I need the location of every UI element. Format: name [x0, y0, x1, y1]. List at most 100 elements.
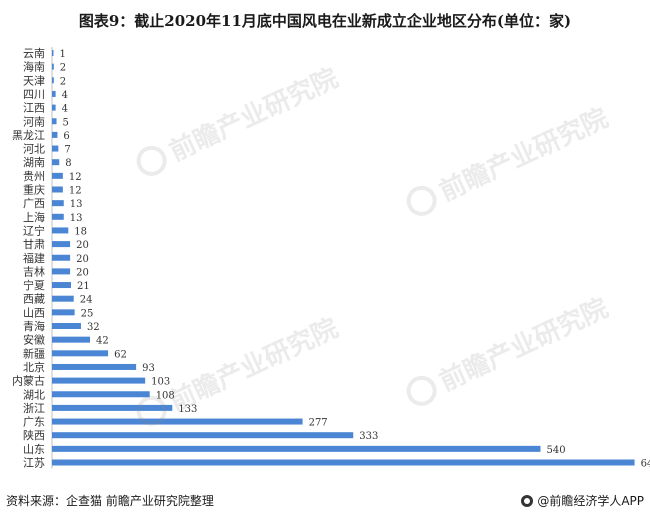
- bar-chart: 云南 1 海南 2 天津 2 四川 4 江西 4 河南 5 黑龙江 6 河北 7 湖南 8 贵州 12 重庆 12 广西 13…: [0, 46, 650, 476]
- bar: [52, 77, 54, 84]
- bar: [52, 131, 58, 138]
- footer: 资料来源：企查猫 前瞻产业研究院整理 @前瞻经济学人APP: [6, 490, 644, 512]
- data-label: 333: [359, 431, 378, 442]
- source-note: 资料来源：企查猫 前瞻产业研究院整理: [6, 494, 214, 508]
- category-tick-label: 内蒙古: [12, 374, 45, 388]
- data-label: 25: [81, 308, 94, 319]
- bar: [52, 254, 71, 261]
- bar: [52, 282, 71, 289]
- bar: [52, 336, 90, 343]
- category-tick-label: 广西: [23, 197, 45, 210]
- data-label: 277: [309, 418, 328, 429]
- category-tick-label: 浙江: [23, 402, 45, 415]
- data-label: 32: [87, 322, 100, 333]
- category-tick-label: 重庆: [23, 183, 45, 197]
- bar: [52, 445, 541, 452]
- category-tick-label: 宁夏: [23, 278, 45, 292]
- data-label: 20: [76, 240, 89, 251]
- data-label: 13: [70, 199, 83, 210]
- category-tick-label: 江西: [23, 102, 45, 115]
- category-tick-label: 黑龙江: [12, 129, 45, 142]
- data-label: 21: [77, 281, 90, 292]
- bar: [52, 309, 75, 316]
- data-label: 20: [76, 254, 89, 265]
- bar: [52, 391, 150, 398]
- data-label: 644: [641, 459, 650, 470]
- category-tick-label: 安徽: [23, 333, 45, 347]
- bar: [52, 90, 56, 97]
- category-tick-label: 新疆: [23, 346, 45, 360]
- data-label: 1: [60, 49, 66, 60]
- bar: [52, 50, 54, 56]
- bar: [52, 200, 64, 207]
- category-tick-label: 广东: [23, 416, 45, 429]
- data-label: 540: [546, 445, 565, 456]
- category-tick-label: 陕西: [23, 428, 45, 442]
- bar: [52, 418, 303, 425]
- data-label: 103: [151, 377, 170, 388]
- data-label: 12: [69, 172, 82, 183]
- bar-chart-svg: 云南 1 海南 2 天津 2 四川 4 江西 4 河南 5 黑龙江 6 河北 7 湖南 8 贵州 12 重庆 12 广西 13…: [12, 47, 650, 470]
- data-label: 20: [76, 267, 89, 278]
- category-tick-label: 河北: [23, 143, 45, 156]
- bar: [52, 295, 74, 302]
- bar: [52, 104, 56, 111]
- bar: [52, 459, 635, 466]
- bar: [52, 172, 63, 179]
- bar: [52, 159, 60, 166]
- data-label: 12: [69, 186, 82, 197]
- bar: [52, 268, 71, 275]
- category-tick-label: 贵州: [23, 170, 45, 183]
- bar: [52, 145, 59, 152]
- bar: [52, 350, 109, 357]
- category-tick-label: 四川: [23, 88, 45, 101]
- category-tick-label: 湖北: [23, 388, 45, 401]
- bar: [52, 213, 64, 220]
- data-label: 4: [62, 104, 68, 115]
- category-tick-label: 北京: [23, 360, 45, 374]
- data-label: 93: [142, 363, 155, 374]
- category-tick-label: 天津: [23, 74, 45, 87]
- data-label: 7: [64, 145, 70, 156]
- bar: [52, 323, 81, 329]
- data-label: 6: [63, 131, 69, 142]
- category-tick-label: 河南: [23, 115, 45, 128]
- category-tick-label: 山西: [23, 306, 45, 319]
- category-tick-label: 湖南: [23, 156, 45, 169]
- bar: [52, 432, 354, 439]
- data-label: 2: [60, 76, 66, 87]
- bar: [52, 363, 137, 370]
- category-tick-label: 辽宁: [23, 223, 45, 237]
- data-label: 133: [178, 404, 197, 415]
- category-tick-label: 吉林: [23, 264, 45, 278]
- bar: [52, 118, 57, 125]
- bar: [52, 241, 71, 248]
- category-tick-label: 上海: [23, 210, 45, 224]
- category-tick-label: 青海: [23, 319, 45, 333]
- bar: [52, 377, 146, 384]
- category-tick-label: 海南: [23, 60, 45, 74]
- category-tick-label: 云南: [23, 47, 45, 60]
- data-label: 62: [114, 349, 127, 360]
- category-tick-label: 西藏: [23, 293, 45, 306]
- data-label: 8: [65, 158, 71, 169]
- data-label: 18: [74, 226, 87, 237]
- data-label: 108: [156, 390, 175, 401]
- data-label: 2: [60, 63, 66, 74]
- chart-title: 图表9：截止2020年11月底中国风电在业新成立企业地区分布(单位：家): [78, 12, 572, 30]
- data-label: 24: [80, 295, 93, 306]
- category-tick-label: 江苏: [23, 457, 45, 470]
- brand-credit: @前瞻经济学人APP: [521, 492, 644, 509]
- data-label: 5: [63, 117, 69, 128]
- data-label: 13: [70, 213, 83, 224]
- brand-text: @前瞻经济学人APP: [537, 494, 644, 508]
- bar: [52, 63, 54, 70]
- bar: [52, 227, 69, 234]
- category-tick-label: 甘肃: [23, 238, 45, 251]
- category-tick-label: 山东: [23, 443, 45, 456]
- data-label: 4: [62, 90, 68, 101]
- brand-logo-icon: [521, 494, 534, 507]
- category-tick-label: 福建: [23, 251, 45, 265]
- bar: [52, 186, 63, 193]
- bar: [52, 404, 173, 411]
